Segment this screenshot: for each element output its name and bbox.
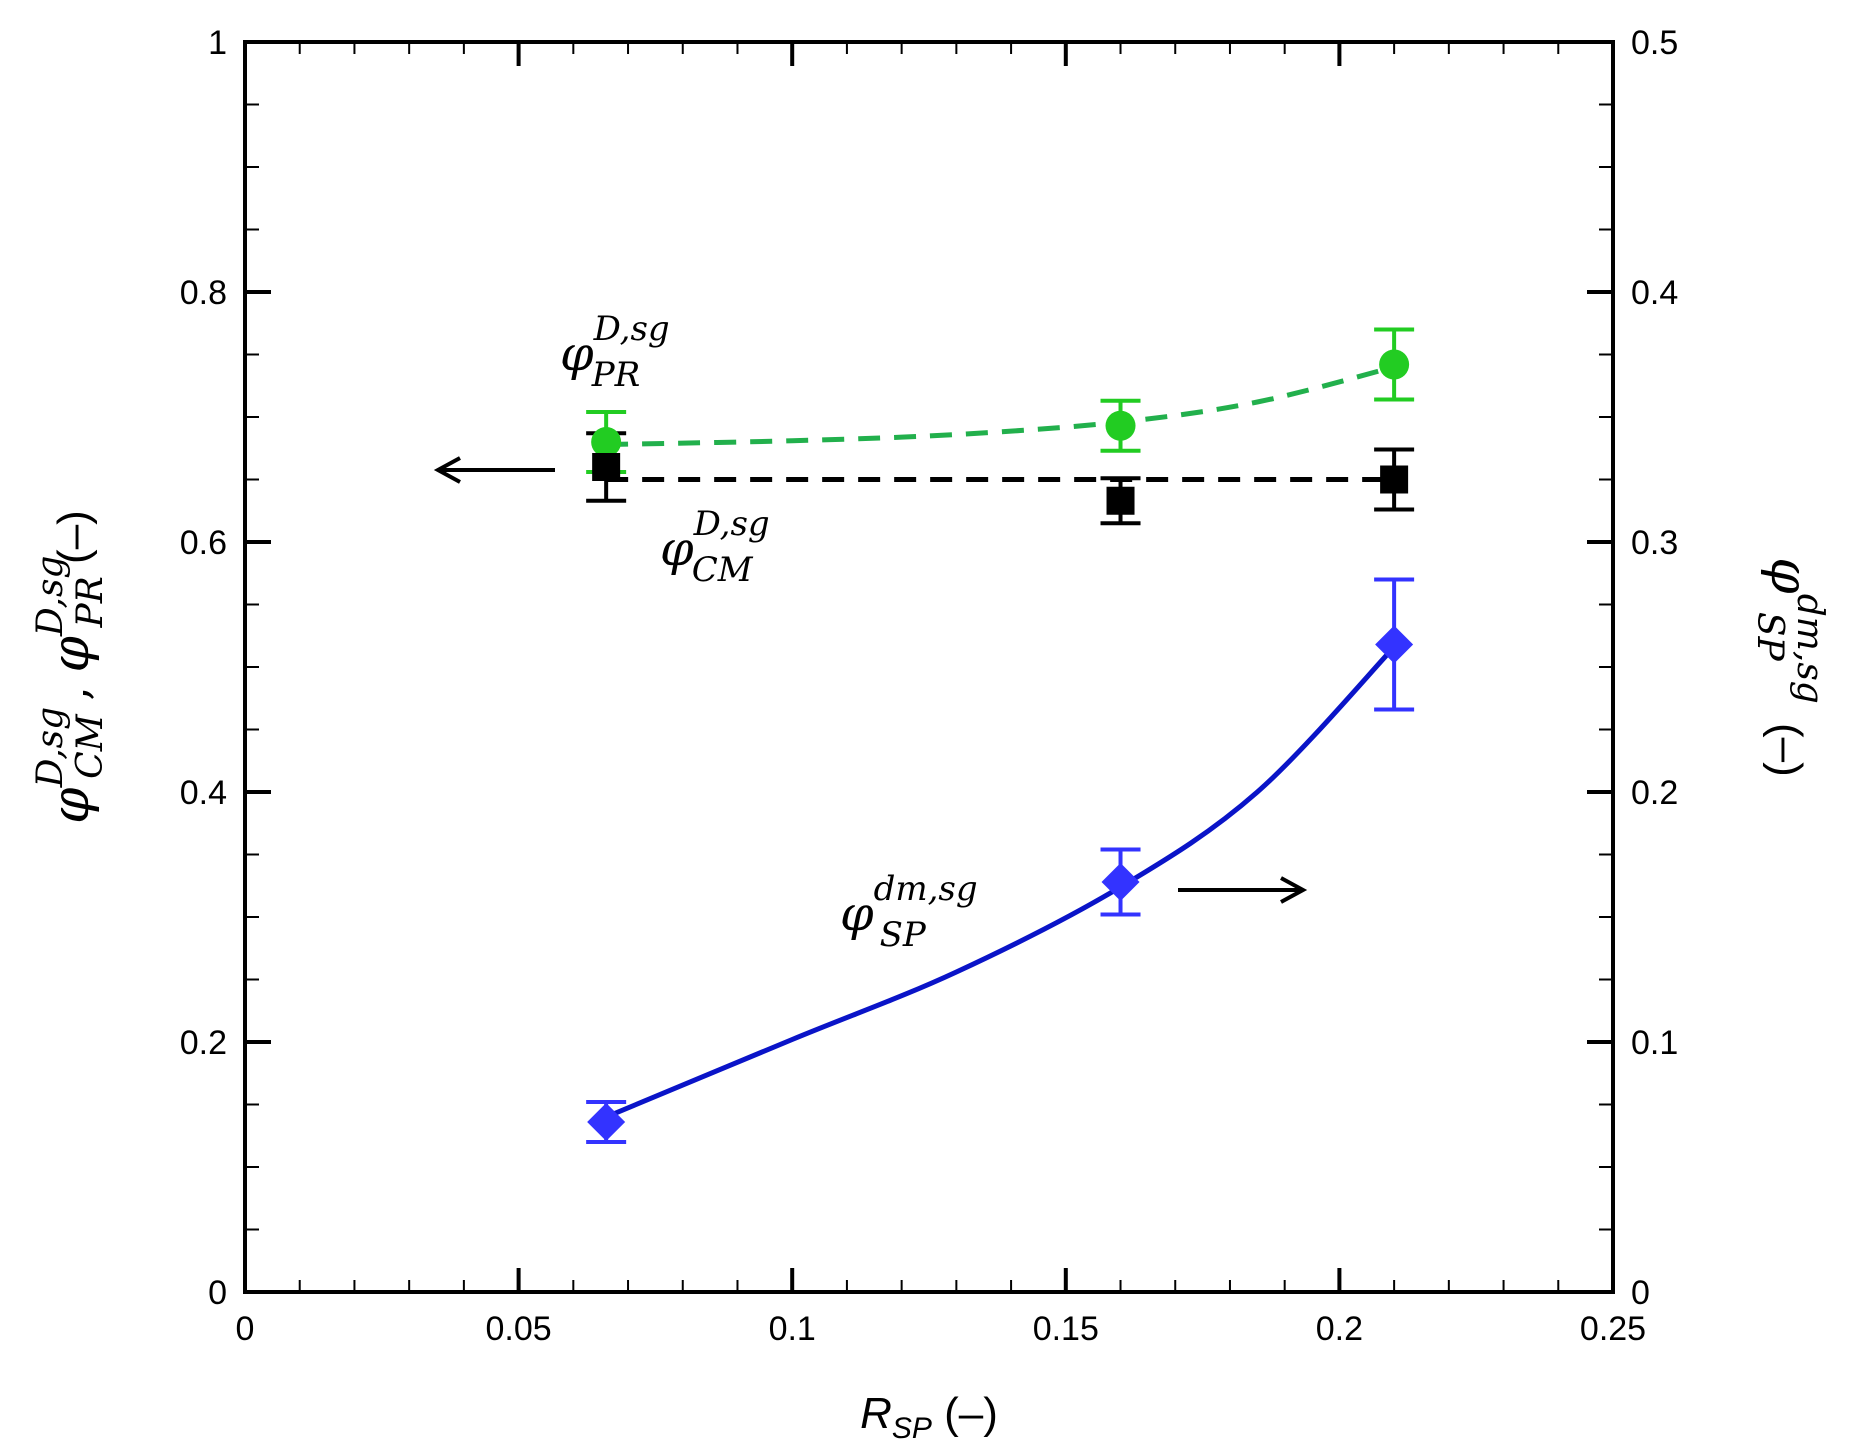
x-tick-label: 0.1 [769, 1310, 816, 1348]
yr-sym: φ [1759, 557, 1819, 594]
y-left-tick-label: 0.8 [180, 274, 227, 312]
marker-sp [587, 1103, 626, 1141]
annotation-sp: φdm,sg SP [840, 869, 978, 955]
ann-sp-sym: φ [840, 886, 874, 942]
fit-line-pr [606, 364, 1395, 447]
yl-sub1: CM [70, 713, 111, 779]
arrow-left-axis-head [433, 456, 461, 484]
annotation-arrows [433, 456, 1308, 904]
tick-layer [243, 40, 1615, 1294]
x-label-main: R [860, 1389, 892, 1438]
yl-sym1: φ [41, 787, 101, 824]
x-tick-label: 0 [236, 1310, 255, 1348]
ann-sp-sup: dm,sg [874, 869, 978, 909]
yl-sep: , [48, 672, 99, 714]
axis-labels: 0 0.05 0.1 0.15 0.2 0.2500.20.40.60.8100.10.2… [180, 24, 1679, 1348]
marker-sp [1101, 863, 1140, 901]
y-right-axis-label: φdm,sgSP (–) [1749, 557, 1830, 776]
y-left-tick-label: 1 [208, 24, 227, 62]
marker-sp [1375, 625, 1414, 664]
ann-cm-sym: φ [660, 521, 694, 577]
fit-lines [605, 364, 1396, 1120]
marker-cm [1106, 486, 1135, 515]
arrow-right-axis-head [1280, 876, 1308, 904]
yl-sym2: φ [41, 635, 101, 672]
yl-sup1: D,sg [30, 707, 71, 789]
fit-line-sp [605, 645, 1396, 1120]
ann-pr-sup: D,sg [593, 309, 670, 349]
y-left-tick-label: 0.6 [180, 524, 227, 562]
annotation-pr: φD,sg PR [560, 309, 670, 395]
x-axis-label: RSP (–) [860, 1389, 998, 1445]
marker-pr [1379, 349, 1410, 380]
x-tick-label: 0.05 [486, 1310, 552, 1348]
ann-pr-sub: PR [591, 355, 640, 395]
y-left-axis-label: φD,sgCM , φD,sgPR (–) [30, 510, 111, 824]
marker-cm [592, 453, 621, 481]
plot-frame [243, 40, 1615, 1294]
ann-cm-sub: CM [692, 550, 754, 590]
yr-sub: SP [1749, 612, 1790, 662]
x-label-unit: (–) [932, 1389, 998, 1438]
marker-pr [1105, 410, 1136, 441]
yr-unit: (–) [1762, 711, 1811, 777]
y-right-tick-label: 0.1 [1631, 1024, 1678, 1062]
y-left-tick-label: 0.2 [180, 1024, 227, 1062]
y-right-tick-label: 0.3 [1631, 524, 1678, 562]
y-right-tick-label: 0.5 [1631, 24, 1678, 62]
y-left-tick-label: 0 [208, 1274, 227, 1312]
marker-pr [591, 427, 622, 457]
error-bars [586, 327, 1415, 1144]
x-tick-label: 0.25 [1580, 1310, 1646, 1348]
y-right-tick-label: 0.4 [1631, 274, 1678, 312]
marker-cm [1380, 465, 1409, 494]
ann-cm-sup: D,sg [693, 504, 770, 544]
x-tick-label: 0.15 [1033, 1310, 1099, 1348]
annotation-cm: φD,sg CM [660, 504, 770, 590]
y-right-tick-label: 0 [1631, 1274, 1650, 1312]
y-left-tick-label: 0.4 [180, 774, 227, 812]
yr-sup: dm,sg [1789, 594, 1830, 704]
data-markers [587, 349, 1414, 1141]
yl-unit: (–) [49, 510, 98, 576]
yl-sup2: D,sg [30, 556, 71, 638]
x-tick-label: 0.2 [1316, 1310, 1363, 1348]
ann-pr-sym: φ [560, 326, 594, 382]
yl-sub2: PR [70, 576, 111, 628]
x-label-sub: SP [892, 1412, 932, 1445]
y-right-tick-label: 0.2 [1631, 774, 1678, 812]
ann-sp-sub: SP [880, 915, 927, 955]
